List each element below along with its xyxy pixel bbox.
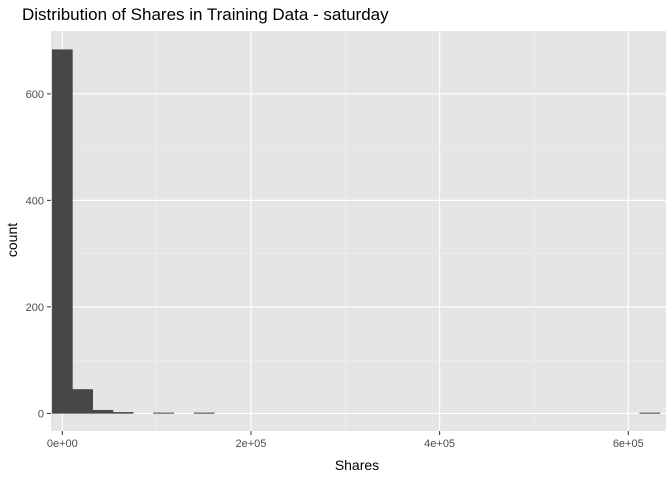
x-axis-title: Shares [335,457,379,473]
histogram-bar [153,412,175,414]
plot-panel [51,31,666,431]
y-axis: 0 200 400 600 [26,89,51,420]
histogram-bar [51,49,73,414]
histogram-bar [112,412,134,414]
y-tick-label: 0 [38,408,44,420]
minor-gridlines [51,31,666,431]
histogram-bar [193,412,215,414]
histogram-bars [51,49,661,414]
x-tick-label: 4e+05 [424,438,455,450]
x-tick-label: 2e+05 [236,438,267,450]
y-tick-label: 400 [26,195,44,207]
histogram-bar [92,409,114,414]
x-axis: 0e+00 2e+05 4e+05 6e+05 [47,431,644,450]
histogram-bar [639,412,661,414]
x-tick-label: 0e+00 [47,438,78,450]
histogram-bar [72,389,93,414]
y-tick-label: 600 [26,89,44,101]
x-tick-label: 6e+05 [613,438,644,450]
chart-title: Distribution of Shares in Training Data … [22,5,389,24]
y-tick-label: 200 [26,302,44,314]
y-axis-title: count [4,223,20,257]
